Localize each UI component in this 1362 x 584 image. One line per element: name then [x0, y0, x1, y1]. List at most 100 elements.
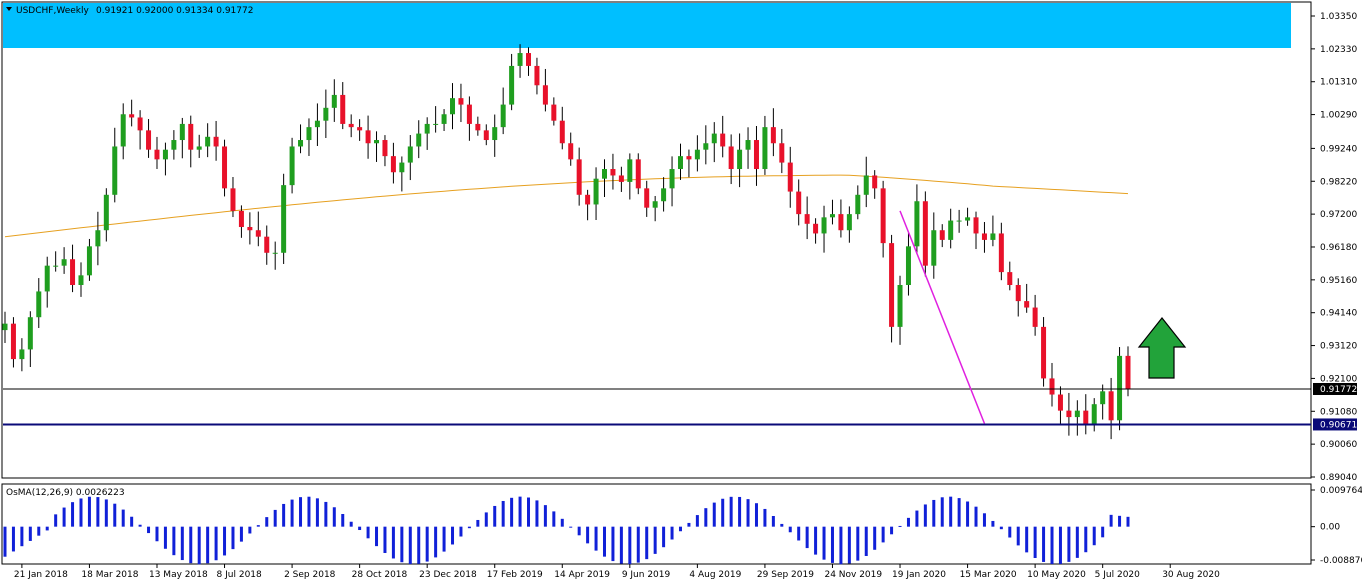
candle-body [103, 194, 109, 231]
osma-bar [223, 526, 227, 556]
osma-bar [569, 526, 573, 528]
candle-body [407, 146, 413, 163]
osma-bar [763, 508, 767, 527]
candle-body [1057, 394, 1063, 411]
moving-average-layer [4, 174, 1129, 238]
moving-average-line [4, 174, 1129, 238]
osma-bar [256, 525, 260, 527]
candle-body [973, 217, 979, 234]
osma-bar [307, 496, 311, 527]
candle-body [340, 94, 346, 124]
time-tick-label: 9 Jun 2019 [622, 570, 671, 580]
candle-body [1091, 404, 1097, 424]
osma-bar [966, 501, 970, 527]
osma-bar [653, 526, 657, 554]
osma-bar [417, 526, 421, 564]
osma-bar [881, 526, 885, 543]
candle-body [222, 146, 228, 189]
time-tick-label: 15 Mar 2020 [960, 570, 1017, 580]
price-tick-label: 0.90060 [1320, 440, 1357, 450]
osma-bar [501, 500, 505, 527]
time-tick-label: 5 Jul 2020 [1095, 570, 1140, 580]
osma-bar [754, 503, 758, 527]
candle-body [247, 227, 253, 231]
candle-body [956, 220, 962, 222]
candle-body [458, 98, 464, 105]
osma-bar [932, 499, 936, 527]
candle-body [1083, 410, 1089, 424]
osma-bar [1050, 526, 1054, 564]
candle-body [542, 85, 548, 105]
osma-bar [847, 526, 851, 564]
osma-bar [577, 526, 581, 536]
candle-body [813, 223, 819, 234]
candle-body [559, 120, 565, 144]
osma-bar [87, 496, 91, 527]
osma-bar [189, 526, 193, 564]
osma-bar [712, 502, 716, 527]
osma-bar [957, 498, 961, 527]
candle-body [601, 169, 607, 179]
candle-body [179, 123, 185, 141]
candle-body [534, 65, 540, 86]
candle-body [19, 349, 25, 360]
dropdown-triangle-icon[interactable] [6, 7, 12, 11]
candle-body [914, 201, 920, 247]
candle-body [829, 214, 835, 218]
price-tick-label: 1.00290 [1320, 111, 1357, 121]
osma-bar [678, 526, 682, 532]
up-arrow-icon [1137, 317, 1187, 379]
candle-body [965, 217, 971, 221]
osma-bar [96, 497, 100, 527]
price-tick-label: 0.97200 [1320, 210, 1357, 220]
time-tick-label: 10 May 2020 [1027, 570, 1086, 580]
osma-bar [788, 526, 792, 533]
candle-body [652, 201, 658, 208]
time-tick-label: 28 Oct 2018 [352, 570, 408, 580]
candle-body [137, 117, 143, 131]
candle-body [289, 146, 295, 186]
candle-body [255, 230, 261, 237]
osma-bar [197, 526, 201, 565]
osma-bar [1042, 526, 1046, 562]
candle-body [1007, 272, 1013, 285]
candle-body [382, 140, 388, 157]
osma-bar [510, 497, 514, 527]
price-tick-label: 1.03350 [1320, 12, 1357, 22]
osma-bar [923, 504, 927, 527]
candle-body [306, 127, 312, 141]
candle-body [154, 149, 160, 160]
candle-body [86, 246, 92, 276]
osma-bar [940, 497, 944, 527]
price-tick-label: 0.93120 [1320, 342, 1357, 352]
osma-bar [822, 526, 826, 560]
osma-bar [991, 520, 995, 527]
candle-body [753, 140, 759, 170]
candle-body [745, 140, 751, 150]
osma-bar [636, 526, 640, 563]
main-panel [1, 1, 1312, 479]
candle-body [703, 143, 709, 150]
osma-bar [37, 526, 41, 536]
osma-bar [797, 526, 801, 541]
osma-bar [341, 513, 345, 527]
osma-bar [873, 526, 877, 550]
candle-body [70, 259, 76, 285]
osma-bar [391, 526, 395, 559]
candle-body [990, 233, 996, 240]
candle-body [466, 104, 472, 124]
time-tick-label: 18 Mar 2018 [81, 570, 138, 580]
candle-body [669, 169, 675, 189]
support-price-label: 0.90671 [1320, 420, 1357, 430]
current-price-label: 0.91772 [1320, 385, 1357, 395]
candle-body [931, 230, 937, 266]
osma-bar [1084, 526, 1088, 553]
price-tick-label: 0.89040 [1320, 473, 1357, 483]
osma-tick-label: -0.008876 [1320, 556, 1362, 566]
osma-bar [890, 526, 894, 535]
osma-bar [1118, 515, 1122, 527]
candle-body [53, 265, 59, 267]
price-tick-label: 0.92100 [1320, 374, 1357, 384]
candle-body [162, 149, 168, 160]
